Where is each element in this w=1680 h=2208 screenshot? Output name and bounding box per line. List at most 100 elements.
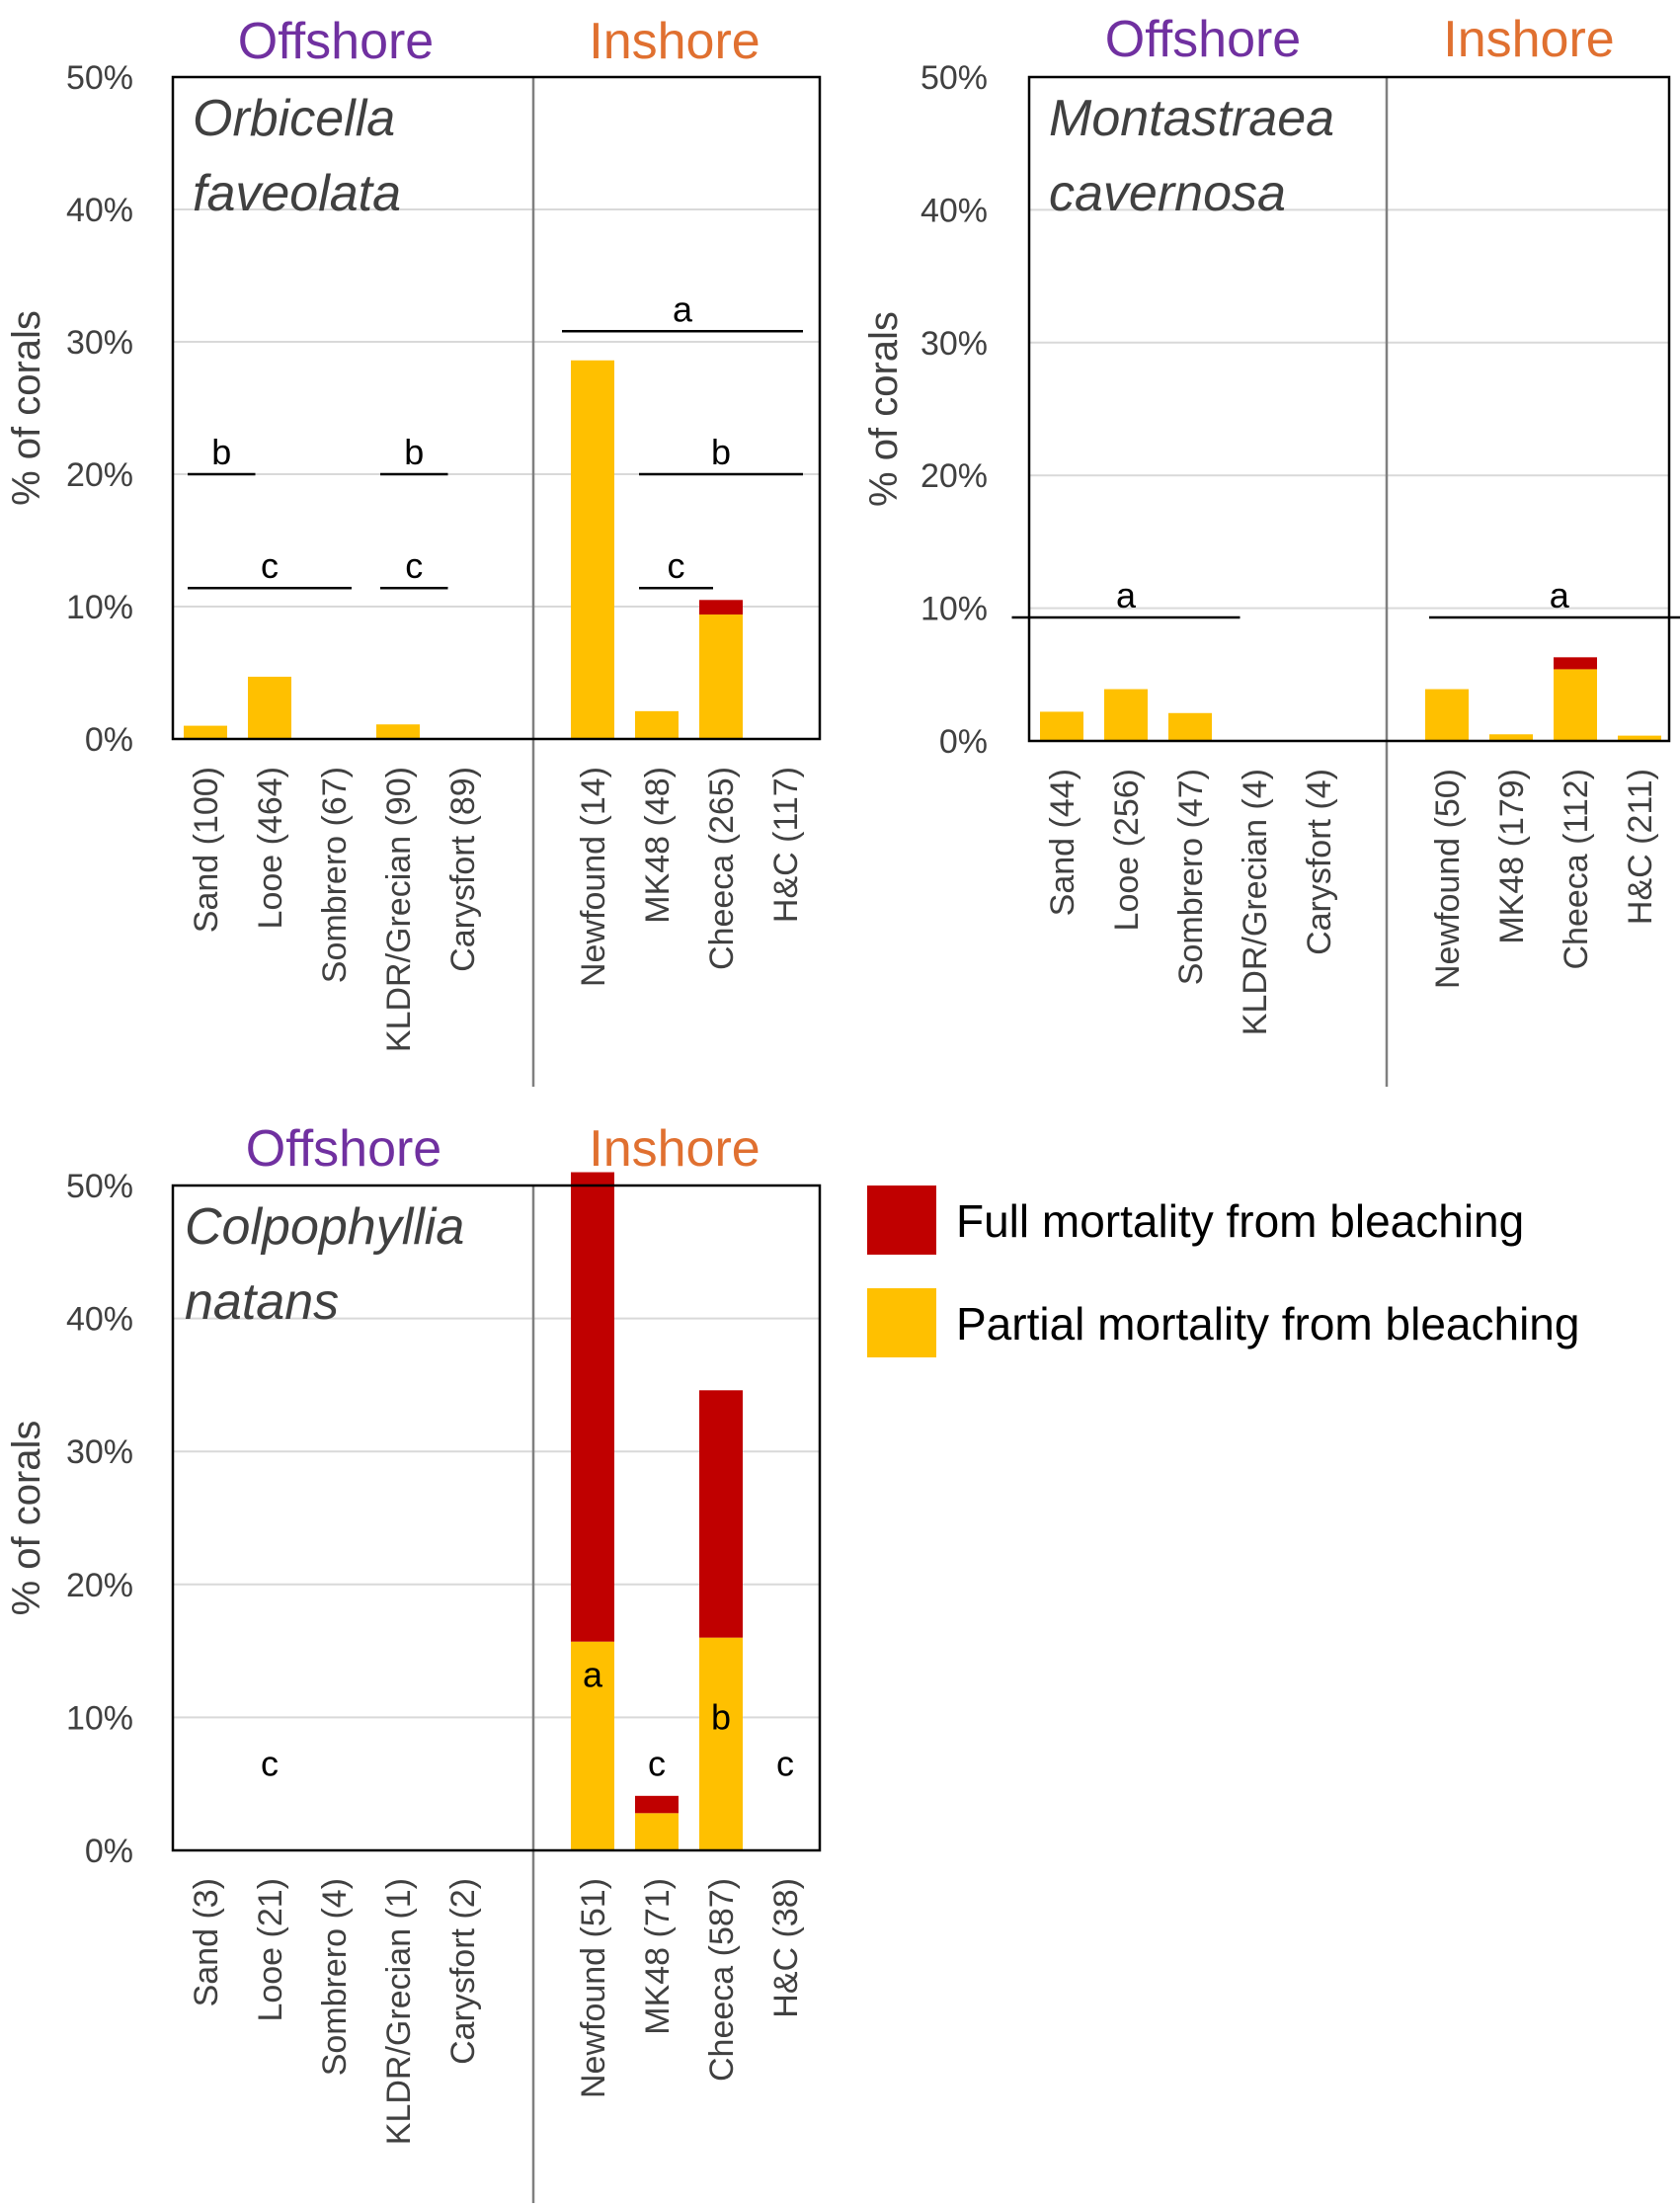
y-tick-label: 0% bbox=[939, 723, 988, 761]
y-tick-label: 30% bbox=[66, 324, 133, 362]
y-tick-label: 40% bbox=[66, 1301, 133, 1339]
category-label: Looe (464) bbox=[252, 767, 289, 929]
significance-letter: c bbox=[261, 1744, 279, 1784]
significance-letter: a bbox=[1116, 575, 1137, 615]
bar-partial-7 bbox=[699, 1637, 743, 1850]
chart-panel-1: 0% 10% 20% 30% 40% 50% % of corals Sand (100) Lo… bbox=[5, 13, 822, 1087]
category-label: H&C (38) bbox=[767, 1878, 805, 2018]
plot-frame bbox=[171, 75, 822, 741]
significance-letter: c bbox=[776, 1744, 794, 1784]
category-label: Cheeca (587) bbox=[703, 1878, 741, 2082]
y-tick-label: 10% bbox=[66, 589, 133, 626]
bar-partial-8 bbox=[1618, 735, 1661, 741]
significance-letter: a bbox=[673, 288, 693, 329]
inshore-title: Inshore bbox=[589, 13, 760, 70]
bar-partial-6 bbox=[635, 1813, 679, 1850]
legend-swatch-partial bbox=[867, 1288, 936, 1357]
bar-full-6 bbox=[635, 1795, 679, 1814]
bar-partial-7 bbox=[699, 614, 743, 739]
significance-letter: c bbox=[405, 545, 423, 586]
chart-panel-2: 0% 10% 20% 30% 40% 50% % of corals Sand (44) Loo… bbox=[862, 11, 1680, 1087]
bar-partial-5 bbox=[1425, 689, 1469, 741]
species-name-line1: Montastraea bbox=[1049, 90, 1334, 147]
bar-partial-5 bbox=[571, 360, 614, 739]
bar-full-5 bbox=[571, 1172, 614, 1642]
plot-frame bbox=[1027, 75, 1671, 743]
legend-label-partial: Partial mortality from bleaching bbox=[956, 1298, 1579, 1349]
y-tick-label: 50% bbox=[920, 59, 988, 97]
y-tick-label: 10% bbox=[920, 591, 988, 628]
significance-letter: b bbox=[404, 432, 424, 472]
category-label: MK48 (71) bbox=[639, 1878, 677, 2035]
bar-partial-0 bbox=[1040, 711, 1083, 741]
y-tick-label: 20% bbox=[920, 457, 988, 495]
legend-label-full: Full mortality from bleaching bbox=[956, 1195, 1524, 1247]
y-axis-label: % of corals bbox=[5, 1421, 48, 1616]
category-label: Sand (100) bbox=[188, 767, 225, 933]
bar-partial-5 bbox=[571, 1641, 614, 1850]
category-label: Sombrero (47) bbox=[1172, 769, 1210, 985]
bar-full-7 bbox=[699, 600, 743, 615]
category-label: Newfound (14) bbox=[575, 767, 612, 987]
category-label: Looe (256) bbox=[1108, 769, 1146, 931]
category-label: Cheeca (112) bbox=[1558, 769, 1595, 970]
category-label: Newfound (51) bbox=[575, 1878, 612, 2098]
species-name-line1: Orbicella bbox=[193, 90, 395, 147]
bar-partial-6 bbox=[635, 710, 679, 739]
y-tick-label: 0% bbox=[85, 721, 133, 759]
y-tick-label: 30% bbox=[66, 1433, 133, 1471]
species-name-line1: Colpophyllia bbox=[185, 1198, 464, 1256]
y-tick-label: 50% bbox=[66, 59, 133, 97]
bar-partial-3 bbox=[376, 724, 420, 739]
legend: Full mortality from bleaching Partial mor… bbox=[867, 1186, 1579, 1357]
significance-letter: c bbox=[261, 545, 279, 586]
y-tick-label: 10% bbox=[66, 1699, 133, 1737]
bar-full-7 bbox=[1554, 657, 1597, 670]
species-name-line2: natans bbox=[185, 1273, 339, 1331]
category-label: Carysfort (4) bbox=[1301, 769, 1338, 955]
bar-partial-0 bbox=[184, 725, 227, 739]
bar-full-7 bbox=[699, 1390, 743, 1638]
inshore-title: Inshore bbox=[1443, 11, 1614, 68]
category-label: H&C (117) bbox=[767, 767, 805, 923]
bar-partial-7 bbox=[1554, 669, 1597, 741]
offshore-title: Offshore bbox=[1105, 11, 1301, 68]
legend-swatch-full bbox=[867, 1186, 936, 1255]
category-label: Sombrero (67) bbox=[316, 767, 354, 983]
inshore-title: Inshore bbox=[589, 1120, 760, 1178]
bar-partial-1 bbox=[1104, 689, 1148, 741]
significance-letter: b bbox=[211, 432, 231, 472]
significance-letter: b bbox=[711, 432, 731, 472]
y-tick-label: 40% bbox=[920, 192, 988, 229]
y-tick-label: 50% bbox=[66, 1168, 133, 1205]
significance-letter: c bbox=[668, 545, 685, 586]
category-label: Looe (21) bbox=[252, 1878, 289, 2022]
plot-frame bbox=[171, 1184, 822, 1852]
category-label: Cheeca (265) bbox=[703, 767, 741, 970]
y-tick-label: 30% bbox=[920, 325, 988, 363]
y-tick-label: 20% bbox=[66, 456, 133, 494]
category-label: Carysfort (89) bbox=[444, 767, 482, 972]
bar-partial-1 bbox=[248, 677, 291, 739]
category-label: Sand (3) bbox=[188, 1878, 225, 2006]
category-label: KLDR/Grecian (90) bbox=[380, 767, 418, 1052]
chart-panel-3: 0% 10% 20% 30% 40% 50% % of corals Sand (3) Looe… bbox=[5, 1120, 822, 2203]
significance-letter: c bbox=[648, 1744, 666, 1784]
significance-letter: a bbox=[1550, 575, 1570, 615]
y-axis-label: % of corals bbox=[5, 310, 48, 506]
bar-partial-6 bbox=[1489, 734, 1533, 741]
bar-partial-2 bbox=[1168, 712, 1212, 741]
significance-letter: a bbox=[583, 1654, 603, 1694]
y-axis-label: % of corals bbox=[862, 311, 906, 507]
category-label: Newfound (50) bbox=[1429, 769, 1467, 989]
offshore-title: Offshore bbox=[246, 1120, 441, 1178]
category-label: H&C (211) bbox=[1622, 769, 1659, 925]
species-name-line2: faveolata bbox=[193, 165, 401, 222]
y-tick-label: 40% bbox=[66, 192, 133, 229]
species-name-line2: cavernosa bbox=[1049, 165, 1286, 222]
category-label: Sand (44) bbox=[1044, 769, 1081, 916]
category-label: Sombrero (4) bbox=[316, 1878, 354, 2076]
category-label: KLDR/Grecian (1) bbox=[380, 1878, 418, 2145]
